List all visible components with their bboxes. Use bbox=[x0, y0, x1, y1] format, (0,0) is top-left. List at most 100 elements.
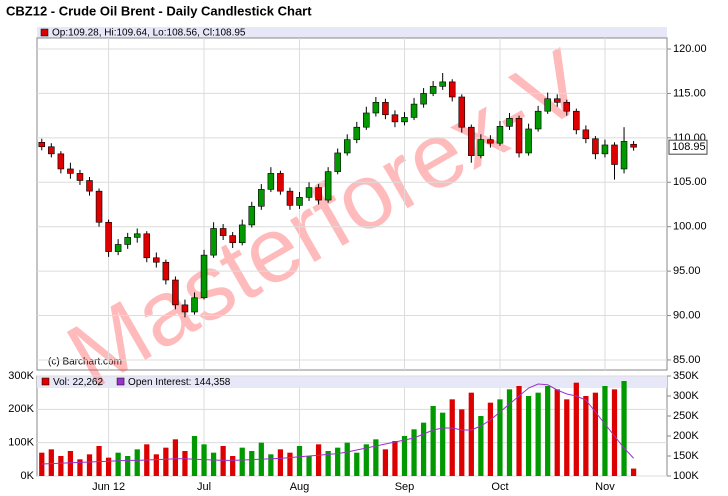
volume-bar bbox=[516, 386, 522, 476]
volume-bar bbox=[210, 452, 217, 476]
candle-body bbox=[334, 152, 341, 172]
candle-body bbox=[620, 141, 628, 170]
volume-bar bbox=[296, 446, 303, 476]
volume-bar bbox=[573, 382, 579, 476]
candle-body bbox=[86, 180, 93, 192]
candle-body bbox=[172, 279, 179, 306]
x-tick-label: Oct bbox=[491, 481, 508, 493]
volume-bar bbox=[115, 452, 121, 476]
x-tick-label: Jul bbox=[197, 481, 211, 493]
volume-bar bbox=[220, 446, 226, 476]
volume-bar bbox=[525, 396, 532, 476]
candle-body bbox=[458, 96, 466, 128]
volume-bar bbox=[58, 456, 64, 476]
volume-bar bbox=[335, 447, 341, 476]
ohlc-label: Op:109.28, Hi:109.64, Lo:108.56, Cl:108.… bbox=[52, 28, 246, 39]
volume-bar bbox=[430, 406, 436, 476]
candle-body bbox=[124, 237, 131, 245]
volume-bar bbox=[611, 389, 618, 476]
candle-body bbox=[496, 126, 504, 144]
volume-bar bbox=[239, 447, 245, 476]
candle-body bbox=[410, 103, 418, 118]
candle-body bbox=[630, 143, 637, 148]
volume-bar bbox=[420, 422, 427, 476]
volume-bar bbox=[306, 456, 312, 476]
volume-bar bbox=[468, 392, 474, 476]
volume-bar bbox=[134, 449, 140, 476]
candle-body bbox=[477, 139, 485, 156]
candle-body bbox=[382, 102, 389, 116]
candle-body bbox=[544, 98, 551, 112]
candle-body bbox=[305, 187, 313, 198]
volume-bar bbox=[583, 396, 589, 476]
candle-body bbox=[391, 114, 399, 123]
volume-bar bbox=[230, 456, 236, 476]
volume-bar bbox=[249, 451, 255, 476]
open-interest-line bbox=[41, 383, 634, 465]
volume-bar bbox=[172, 439, 179, 476]
candle-body bbox=[286, 190, 294, 206]
y-tick-label: 120.00 bbox=[673, 43, 707, 55]
candle-body bbox=[210, 228, 217, 256]
candle-body bbox=[277, 173, 284, 192]
volume-bar bbox=[268, 454, 274, 476]
candle-body bbox=[229, 235, 236, 243]
ohlc-swatch bbox=[40, 28, 49, 37]
candle-body bbox=[468, 126, 475, 156]
volume-bar bbox=[48, 449, 54, 476]
volume-bar bbox=[440, 412, 446, 476]
legend-swatch bbox=[41, 377, 50, 386]
candle-body bbox=[534, 110, 542, 130]
candle-body bbox=[153, 257, 160, 263]
candle-body bbox=[76, 173, 84, 181]
volume-bar bbox=[621, 381, 627, 476]
candle-body bbox=[601, 144, 609, 155]
y-tick-label: 100.00 bbox=[673, 221, 707, 233]
candle-body bbox=[181, 304, 189, 313]
volume-bar bbox=[459, 409, 465, 476]
candle-body bbox=[105, 221, 112, 252]
candle-body bbox=[114, 244, 122, 252]
volume-bar bbox=[478, 416, 484, 476]
x-tick-label: Nov bbox=[595, 481, 615, 493]
volume-bar bbox=[449, 399, 455, 476]
last-price-box bbox=[668, 139, 708, 155]
candle-body bbox=[133, 233, 141, 238]
volume-bar bbox=[325, 451, 331, 476]
volume-bar bbox=[545, 386, 551, 476]
volume-bar bbox=[67, 451, 74, 476]
volume-bar bbox=[382, 449, 389, 476]
y-tick-label: 300K bbox=[8, 370, 34, 382]
volume-bar bbox=[163, 447, 169, 476]
legend-label: Open Interest: 144,358 bbox=[128, 377, 231, 388]
candle-body bbox=[238, 224, 246, 243]
candle-body bbox=[296, 197, 303, 206]
candle-body bbox=[67, 168, 74, 174]
candle-body bbox=[143, 233, 151, 259]
chart-title: CBZ12 - Crude Oil Brent - Daily Candlest… bbox=[6, 3, 312, 18]
candle-body bbox=[258, 189, 265, 207]
y2-tick-label: 150K bbox=[673, 450, 699, 462]
legend-swatch bbox=[116, 377, 125, 386]
candle-body bbox=[353, 126, 361, 140]
x-tick-label: Sep bbox=[395, 481, 415, 493]
volume-bar bbox=[315, 444, 322, 476]
y2-tick-label: 250K bbox=[673, 410, 699, 422]
volume-bar bbox=[392, 441, 398, 476]
y-tick-label: 105.00 bbox=[673, 176, 707, 188]
volume-bar bbox=[105, 457, 112, 476]
candle-body bbox=[525, 128, 532, 154]
y2-tick-label: 300K bbox=[673, 390, 699, 402]
candle-body bbox=[267, 173, 275, 190]
volume-bar bbox=[411, 429, 417, 476]
volume-bar bbox=[191, 436, 198, 476]
last-price-label: 108.95 bbox=[672, 141, 706, 153]
y2-tick-label: 350K bbox=[673, 370, 699, 382]
candle-body bbox=[315, 187, 322, 201]
volume-bar bbox=[182, 451, 188, 476]
volume-bar bbox=[96, 446, 102, 476]
candle-body bbox=[563, 102, 571, 112]
volume-bar bbox=[487, 402, 494, 476]
y-tick-label: 90.00 bbox=[673, 309, 701, 321]
